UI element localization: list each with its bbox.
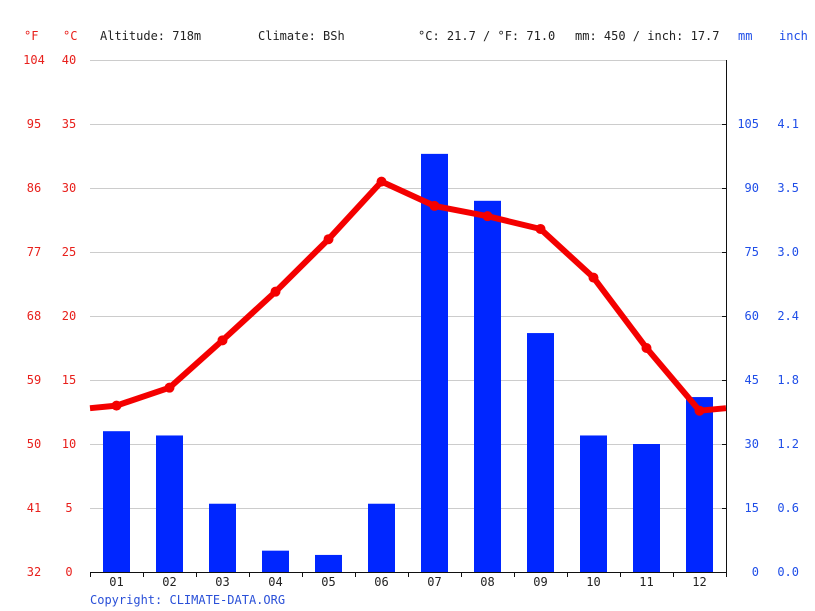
inch-tick-label: 1.8 [777, 373, 799, 387]
temperature-point [535, 223, 546, 234]
temperature-point [429, 200, 440, 211]
temperature-polyline [89, 178, 727, 414]
month-tick-label: 03 [215, 575, 229, 589]
mm-tick-label: 105 [737, 117, 759, 131]
celsius-tick-label: 40 [62, 53, 76, 67]
altitude-text: Altitude: 718m [100, 29, 201, 43]
precipitation-bar [368, 503, 395, 572]
celsius-tick-label: 0 [65, 565, 72, 579]
celsius-tick-label: 20 [62, 309, 76, 323]
precipitation-bar [209, 503, 236, 572]
temperature-line [89, 176, 727, 416]
precipitation-bar [421, 153, 448, 572]
inch-tick-label: 0.6 [777, 501, 799, 515]
climate-text: Climate: BSh [258, 29, 345, 43]
precipitation-bars [103, 153, 713, 573]
month-tick-label: 10 [586, 575, 600, 589]
month-tick-label: 09 [533, 575, 547, 589]
month-tick-label: 12 [692, 575, 706, 589]
average-temperature-text: °C: 21.7 / °F: 71.0 [418, 29, 555, 43]
month-tick-label: 04 [268, 575, 282, 589]
month-tick-label: 06 [374, 575, 388, 589]
celsius-tick-label: 25 [62, 245, 76, 259]
precipitation-total-text: mm: 450 / inch: 17.7 [575, 29, 720, 43]
fahrenheit-tick-label: 95 [27, 117, 41, 131]
month-tick-label: 01 [109, 575, 123, 589]
precipitation-bar [474, 200, 501, 573]
month-tick-label: 02 [162, 575, 176, 589]
precipitation-bar [156, 435, 183, 572]
temperature-point [164, 382, 175, 393]
inch-tick-label: 3.5 [777, 181, 799, 195]
celsius-tick-label: 15 [62, 373, 76, 387]
mm-tick-label: 30 [745, 437, 759, 451]
temperature-point [270, 286, 281, 297]
mm-tick-label: 75 [745, 245, 759, 259]
fahrenheit-tick-label: 59 [27, 373, 41, 387]
month-tick-label: 07 [427, 575, 441, 589]
celsius-unit-label: °C [63, 29, 77, 43]
chart-axes [90, 60, 727, 577]
inch-tick-label: 4.1 [777, 117, 799, 131]
temperature-point [482, 211, 493, 222]
inch-unit-label: inch [779, 29, 808, 43]
mm-tick-label: 0 [752, 565, 759, 579]
inch-tick-label: 1.2 [777, 437, 799, 451]
precipitation-bar [103, 431, 130, 572]
precipitation-bar [686, 397, 713, 572]
fahrenheit-tick-label: 77 [27, 245, 41, 259]
precipitation-bar [580, 435, 607, 572]
temperature-point [694, 405, 705, 416]
fahrenheit-tick-label: 41 [27, 501, 41, 515]
fahrenheit-tick-label: 32 [27, 565, 41, 579]
fahrenheit-tick-label: 68 [27, 309, 41, 323]
temperature-point [588, 272, 599, 283]
month-tick-label: 11 [639, 575, 653, 589]
mm-tick-label: 15 [745, 501, 759, 515]
mm-tick-label: 45 [745, 373, 759, 387]
inch-tick-label: 0.0 [777, 565, 799, 579]
copyright-text: Copyright: CLIMATE-DATA.ORG [90, 593, 285, 607]
precipitation-bar [262, 550, 289, 572]
precipitation-bar [527, 333, 554, 572]
fahrenheit-tick-label: 50 [27, 437, 41, 451]
celsius-tick-label: 5 [65, 501, 72, 515]
mm-tick-label: 90 [745, 181, 759, 195]
precipitation-bar [315, 554, 342, 572]
temperature-point [641, 343, 652, 353]
grid-lines [90, 60, 726, 509]
month-tick-label: 08 [480, 575, 494, 589]
celsius-tick-label: 30 [62, 181, 76, 195]
temperature-point [376, 176, 387, 187]
fahrenheit-tick-label: 86 [27, 181, 41, 195]
temperature-point [217, 335, 228, 346]
fahrenheit-tick-label: 104 [23, 53, 45, 67]
celsius-tick-label: 35 [62, 117, 76, 131]
mm-unit-label: mm [738, 29, 752, 43]
month-tick-label: 05 [321, 575, 335, 589]
inch-tick-label: 3.0 [777, 245, 799, 259]
temperature-point [323, 234, 334, 245]
temperature-point [111, 400, 122, 411]
celsius-tick-label: 10 [62, 437, 76, 451]
fahrenheit-unit-label: °F [24, 29, 38, 43]
precipitation-bar [633, 444, 660, 572]
mm-tick-label: 60 [745, 309, 759, 323]
inch-tick-label: 2.4 [777, 309, 799, 323]
